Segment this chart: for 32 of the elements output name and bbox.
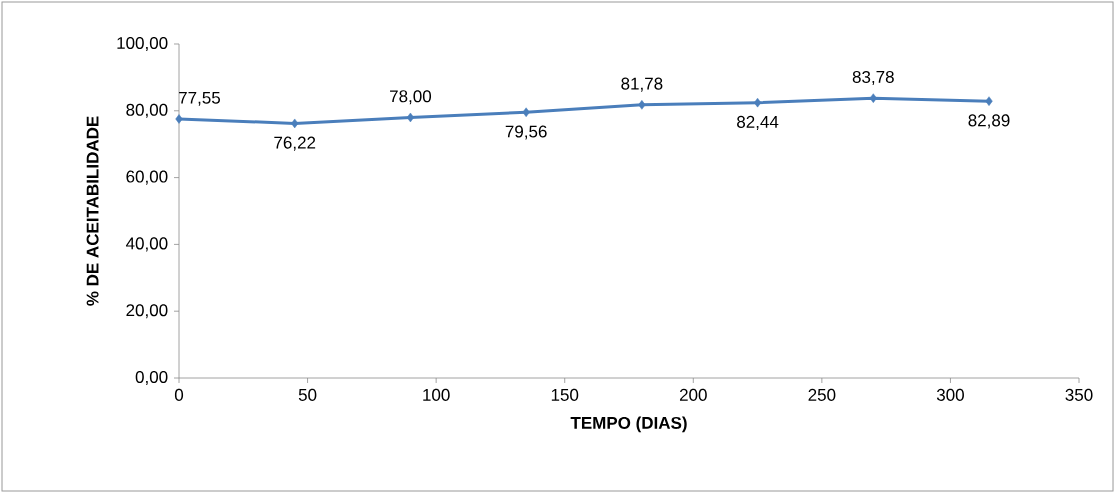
y-tick-label: 40,00 — [125, 237, 168, 252]
y-tick-label: 100,00 — [117, 36, 168, 52]
x-tick-label: 250 — [808, 388, 836, 401]
data-label: 83,78 — [852, 70, 894, 85]
x-tick-label: 150 — [551, 388, 579, 401]
x-tick-label: 200 — [679, 388, 707, 401]
point — [638, 100, 646, 110]
data-label: 82,89 — [968, 114, 1010, 129]
y-tick-label: 20,00 — [126, 304, 168, 319]
y-tick-label: 60,00 — [126, 170, 168, 185]
point — [175, 114, 183, 124]
x-tick-label: 350 — [1065, 388, 1093, 401]
y-tick-label: 0,00 — [135, 370, 168, 386]
point — [869, 93, 877, 103]
x-tick-label: 300 — [936, 388, 964, 401]
point — [406, 112, 415, 123]
x-tick-label: 100 — [423, 388, 450, 401]
point — [985, 96, 993, 106]
x-tick-label: 50 — [298, 388, 317, 401]
data-label: 76,22 — [274, 136, 316, 151]
x-tick-label: 0 — [174, 388, 184, 401]
y-tick-label: 80,00 — [126, 103, 168, 118]
point — [753, 97, 762, 108]
data-label: 77,55 — [179, 91, 221, 106]
x-axis-title: TEMPO (DIAS) — [570, 416, 687, 433]
data-label: 79,56 — [505, 125, 547, 140]
data-label: 82,44 — [737, 115, 779, 130]
point — [522, 107, 530, 118]
y-axis-title: % DE ACEITABILIDADE — [86, 116, 99, 306]
point — [291, 118, 299, 129]
data-label: 78,00 — [390, 90, 432, 105]
data-label: 81,78 — [621, 77, 663, 92]
